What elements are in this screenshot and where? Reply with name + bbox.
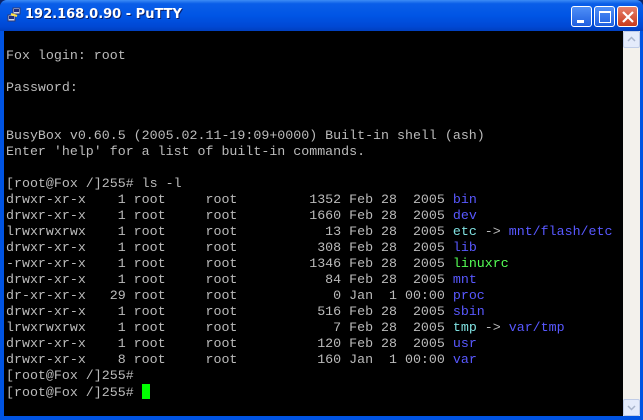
terminal-line: -rwxr-xr-x 1 root root 1346 Feb 28 2005 … bbox=[6, 256, 623, 272]
terminal-line: lrwxrwxrwx 1 root root 13 Feb 28 2005 et… bbox=[6, 224, 623, 240]
terminal-lines: Fox login: root Password: BusyBox v0.60.5 … bbox=[4, 31, 623, 400]
terminal-line: drwxr-xr-x 1 root root 516 Feb 28 2005 s… bbox=[6, 304, 623, 320]
terminal-text: -rwxr-xr-x 1 root root 1346 Feb 28 2005 bbox=[6, 256, 453, 271]
terminal-text: drwxr-xr-x 1 root root 1660 Feb 28 2005 bbox=[6, 208, 453, 223]
terminal-output[interactable]: Fox login: root Password: BusyBox v0.60.5 … bbox=[4, 31, 623, 416]
file-name-dir: var bbox=[452, 352, 477, 367]
window-bottom-border bbox=[0, 416, 643, 420]
scroll-up-button[interactable] bbox=[623, 31, 640, 48]
terminal-line: drwxr-xr-x 1 root root 120 Feb 28 2005 u… bbox=[6, 336, 623, 352]
terminal-line: lrwxrwxrwx 1 root root 7 Feb 28 2005 tmp… bbox=[6, 320, 623, 336]
terminal-text: drwxr-xr-x 1 root root 308 Feb 28 2005 bbox=[6, 240, 453, 255]
terminal-text: [root@Fox /]255# ls -l bbox=[6, 176, 182, 191]
file-name-dir: sbin bbox=[452, 304, 485, 319]
file-name-dir: dev bbox=[452, 208, 477, 223]
terminal-line bbox=[6, 112, 623, 128]
terminal-cursor bbox=[141, 384, 150, 399]
vertical-scrollbar[interactable] bbox=[623, 31, 640, 416]
maximize-icon bbox=[599, 11, 611, 23]
terminal-text: lrwxrwxrwx 1 root root 13 Feb 28 2005 bbox=[6, 224, 453, 239]
file-name-dir: var/tmp bbox=[508, 320, 565, 335]
terminal-text: dr-xr-xr-x 29 root root 0 Jan 1 00:00 bbox=[6, 288, 453, 303]
terminal-text: Enter 'help' for a list of built-in comm… bbox=[6, 144, 366, 159]
title-bar[interactable]: 192.168.0.90 - PuTTY bbox=[0, 0, 643, 31]
terminal-text: lrwxrwxrwx 1 root root 7 Feb 28 2005 bbox=[6, 320, 453, 335]
terminal-text: [root@Fox /]255# bbox=[6, 368, 134, 383]
terminal-line: drwxr-xr-x 1 root root 308 Feb 28 2005 l… bbox=[6, 240, 623, 256]
terminal-line: [root@Fox /]255# ls -l bbox=[6, 176, 623, 192]
terminal-line: Password: bbox=[6, 80, 623, 96]
terminal-line: [root@Fox /]255# bbox=[6, 368, 623, 384]
terminal-text: drwxr-xr-x 8 root root 160 Jan 1 00:00 bbox=[6, 352, 453, 367]
close-icon bbox=[622, 11, 634, 23]
maximize-button[interactable] bbox=[594, 6, 615, 27]
terminal-text: Password: bbox=[6, 80, 78, 95]
terminal-line: drwxr-xr-x 1 root root 1660 Feb 28 2005 … bbox=[6, 208, 623, 224]
terminal-line: drwxr-xr-x 8 root root 160 Jan 1 00:00 v… bbox=[6, 352, 623, 368]
file-name-dir: mnt/flash/etc bbox=[508, 224, 613, 239]
terminal-text: drwxr-xr-x 1 root root 516 Feb 28 2005 bbox=[6, 304, 453, 319]
terminal-text: -> bbox=[476, 320, 509, 335]
window-title: 192.168.0.90 - PuTTY bbox=[25, 7, 182, 22]
file-name-dir: lib bbox=[452, 240, 477, 255]
terminal-line: drwxr-xr-x 1 root root 1352 Feb 28 2005 … bbox=[6, 192, 623, 208]
terminal-text: Fox login: root bbox=[6, 48, 126, 63]
chevron-down-icon bbox=[627, 405, 636, 411]
close-button[interactable] bbox=[617, 6, 638, 27]
terminal-text: drwxr-xr-x 1 root root 120 Feb 28 2005 bbox=[6, 336, 453, 351]
terminal-line: BusyBox v0.60.5 (2005.02.11-19:09+0000) … bbox=[6, 128, 623, 144]
file-name-exec: linuxrc bbox=[452, 256, 509, 271]
terminal-text: drwxr-xr-x 1 root root 84 Feb 28 2005 bbox=[6, 272, 453, 287]
terminal-line bbox=[6, 32, 623, 48]
terminal-line bbox=[6, 160, 623, 176]
terminal-text: BusyBox v0.60.5 (2005.02.11-19:09+0000) … bbox=[6, 128, 485, 143]
file-name-dir: bin bbox=[452, 192, 477, 207]
file-name-link: etc bbox=[452, 224, 477, 239]
terminal-text: [root@Fox /]255# bbox=[6, 385, 142, 400]
terminal-text: -> bbox=[476, 224, 509, 239]
terminal-line: drwxr-xr-x 1 root root 84 Feb 28 2005 mn… bbox=[6, 272, 623, 288]
terminal-line: dr-xr-xr-x 29 root root 0 Jan 1 00:00 pr… bbox=[6, 288, 623, 304]
file-name-dir: proc bbox=[452, 288, 485, 303]
scroll-down-button[interactable] bbox=[623, 399, 640, 416]
minimize-button[interactable] bbox=[571, 6, 592, 27]
file-name-link: tmp bbox=[452, 320, 477, 335]
putty-icon[interactable] bbox=[6, 7, 22, 23]
terminal-text: drwxr-xr-x 1 root root 1352 Feb 28 2005 bbox=[6, 192, 453, 207]
file-name-dir: mnt bbox=[452, 272, 477, 287]
terminal-line: Enter 'help' for a list of built-in comm… bbox=[6, 144, 623, 160]
minimize-icon bbox=[577, 20, 584, 23]
file-name-dir: usr bbox=[452, 336, 477, 351]
terminal-line: [root@Fox /]255# bbox=[6, 384, 623, 400]
terminal-line bbox=[6, 96, 623, 112]
terminal-line: Fox login: root bbox=[6, 48, 623, 64]
chevron-up-icon bbox=[627, 36, 636, 42]
terminal-line bbox=[6, 64, 623, 80]
